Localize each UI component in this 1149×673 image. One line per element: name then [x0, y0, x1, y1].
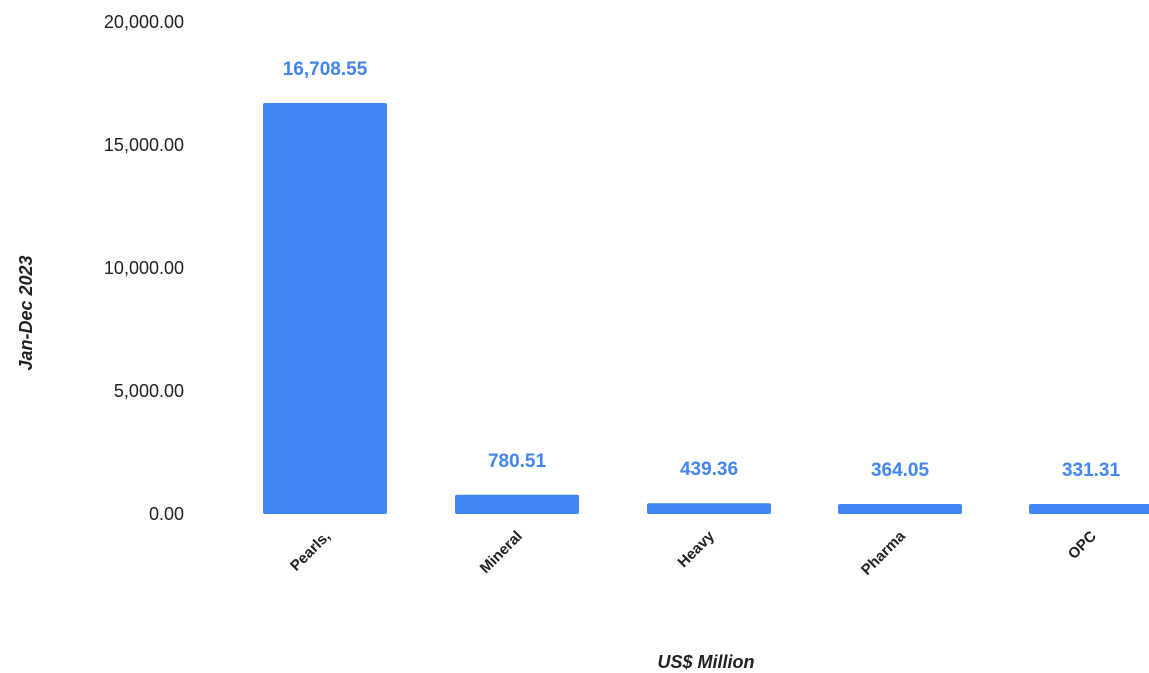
data-label: 331.31 [1062, 460, 1121, 481]
category-labels: Pearls, Mineral Heavy Pharma OPC [287, 527, 1100, 578]
bar-mineral [455, 494, 579, 514]
data-label: 780.51 [488, 451, 547, 472]
x-tick-label: Heavy [675, 527, 719, 571]
data-label: 16,708.55 [283, 59, 368, 80]
y-tick-label: 20,000.00 [104, 12, 184, 32]
x-tick-label: Pharma [858, 527, 909, 578]
bar-pearls [263, 102, 387, 515]
x-tick-label: Pearls, [287, 528, 334, 575]
y-tick-label: 0.00 [149, 504, 184, 524]
data-label: 364.05 [871, 460, 930, 481]
x-tick-label: Mineral [477, 528, 526, 577]
y-axis-ticks: 0.00 5,000.00 10,000.00 15,000.00 20,000.00 [104, 12, 184, 524]
bar-heavy [647, 503, 771, 514]
bar-opc [1029, 504, 1149, 514]
y-tick-label: 15,000.00 [104, 135, 184, 155]
x-tick-label: OPC [1065, 528, 1100, 563]
y-axis-title: Jan-Dec 2023 [16, 255, 36, 370]
x-axis-title: US$ Million [657, 652, 754, 672]
data-labels: 16,708.55 780.51 439.36 364.05 331.31 [283, 59, 1121, 481]
data-label: 439.36 [680, 459, 738, 480]
y-tick-label: 5,000.00 [114, 381, 184, 401]
y-tick-label: 10,000.00 [104, 258, 184, 278]
bar-pharma [838, 504, 962, 514]
bars [263, 102, 1149, 515]
